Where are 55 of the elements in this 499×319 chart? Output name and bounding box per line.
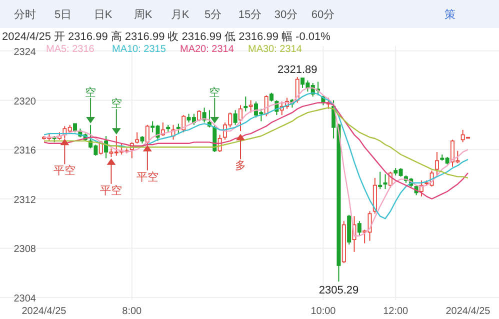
x-tick-label: 12:00: [383, 306, 409, 317]
candlestick: [197, 110, 202, 122]
point: [112, 128, 120, 134]
text: 5分: [204, 9, 222, 21]
candlestick: [238, 104, 242, 132]
text: 策: [444, 9, 456, 21]
y-tick-label: 2308: [14, 244, 36, 256]
point: [236, 134, 244, 140]
y-tick-label: 2320: [14, 96, 36, 108]
x-tick-label: 8:00: [122, 306, 142, 317]
candlestick: [434, 152, 439, 178]
text: 月K: [170, 9, 190, 21]
y-tick-label: 2312: [14, 194, 36, 206]
point: [60, 139, 69, 146]
x-tick-label: 10:00: [310, 306, 336, 317]
candlestick: [378, 171, 382, 190]
text: 5日: [54, 9, 72, 21]
candlestick: [248, 100, 253, 114]
candlestick: [176, 123, 180, 134]
data-label: 空: [85, 86, 96, 99]
text: MA20: 2314: [180, 44, 234, 55]
data-label: 空: [209, 86, 220, 99]
candlestick: [357, 220, 362, 236]
data-label: 多: [234, 160, 246, 172]
point: [143, 145, 152, 152]
x-tick-label: 2024/4/25: [446, 306, 491, 317]
data-label: 平空: [54, 164, 76, 178]
point: [107, 158, 116, 165]
data-label: 平空: [100, 184, 122, 197]
candlestick: [145, 124, 150, 146]
candlestick: [233, 110, 238, 126]
x-tick-label: 2024/4/25: [22, 306, 67, 317]
point: [86, 116, 95, 123]
candlestick: [383, 174, 388, 190]
point: [210, 116, 219, 123]
candlestick: [202, 107, 206, 123]
candlestick: [244, 96, 248, 112]
y-tick-label: 2324: [14, 46, 36, 58]
chart-subtitle: 2024/4/25 开 2316.99 高 2316.99 收 2316.99 低 2316.99 幅 -0.01%: [2, 30, 331, 43]
text: MA10: 2315: [112, 44, 166, 55]
y-tick-label: 2316: [14, 146, 36, 157]
data-label: 平空: [136, 170, 158, 184]
text: MA30: 2314: [248, 44, 302, 55]
y-tick-label: 2304: [14, 294, 36, 305]
text: 2305.29: [318, 284, 359, 297]
text: 分时: [14, 8, 36, 21]
text: 60分: [311, 9, 335, 21]
text: 2321.89: [277, 64, 318, 76]
text: 日K: [94, 9, 113, 21]
text: 30分: [274, 9, 298, 21]
candlestick: [135, 132, 140, 144]
text: MA5: 2316: [46, 44, 95, 55]
text: 周K: [134, 9, 153, 21]
text: 15分: [238, 9, 262, 21]
data-label: 空: [110, 97, 122, 110]
